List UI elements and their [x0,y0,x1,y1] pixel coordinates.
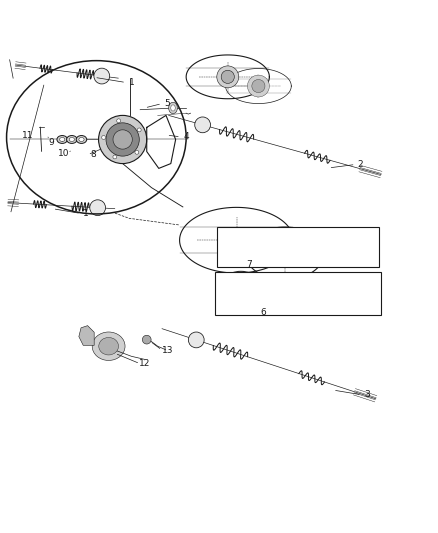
Polygon shape [272,275,307,312]
Bar [359,290,371,297]
Text: 13: 13 [162,346,173,354]
Circle shape [217,66,239,88]
Ellipse shape [79,138,84,141]
Text: 11: 11 [22,131,33,140]
Ellipse shape [246,240,267,255]
Text: 3: 3 [364,390,370,399]
Ellipse shape [217,271,265,315]
Circle shape [230,233,243,247]
Text: 7: 7 [246,260,252,269]
Circle shape [274,243,296,264]
Circle shape [90,200,106,215]
Ellipse shape [282,231,327,263]
Circle shape [137,128,141,132]
Circle shape [226,229,247,251]
Ellipse shape [99,337,118,355]
Circle shape [106,123,139,156]
Ellipse shape [265,238,291,256]
Bar [217,227,379,268]
Ellipse shape [57,135,67,143]
Ellipse shape [171,105,175,111]
Circle shape [135,150,139,154]
Circle shape [188,332,204,348]
Ellipse shape [69,138,74,141]
Text: 1: 1 [82,209,88,218]
Ellipse shape [76,135,87,143]
Text: 10: 10 [58,149,70,158]
Text: 12: 12 [139,359,150,368]
Circle shape [278,247,291,260]
Ellipse shape [226,279,256,307]
Circle shape [102,135,106,140]
Ellipse shape [307,230,355,264]
Ellipse shape [335,291,339,295]
Ellipse shape [333,289,341,297]
Ellipse shape [92,332,125,360]
Text: 5: 5 [164,99,170,108]
Ellipse shape [229,241,244,253]
Ellipse shape [257,232,299,262]
Circle shape [195,117,211,133]
Circle shape [113,130,132,149]
Ellipse shape [289,237,320,258]
Circle shape [113,155,117,159]
Text: 6: 6 [260,308,266,317]
Circle shape [117,119,120,123]
Text: 4: 4 [184,132,189,141]
Ellipse shape [240,236,273,259]
Circle shape [94,68,110,84]
Polygon shape [79,326,94,345]
Circle shape [252,79,265,93]
Ellipse shape [169,102,177,114]
Circle shape [221,70,234,84]
Ellipse shape [60,138,65,141]
Circle shape [99,115,147,164]
Text: 2: 2 [357,160,363,169]
Ellipse shape [314,236,347,259]
Ellipse shape [67,135,77,143]
Text: 1: 1 [128,78,134,87]
Bar [215,272,381,314]
Text: 9: 9 [49,138,55,147]
Bar [359,244,374,252]
Ellipse shape [223,238,250,256]
Circle shape [142,335,151,344]
Circle shape [247,75,269,97]
Text: 8: 8 [90,150,96,159]
